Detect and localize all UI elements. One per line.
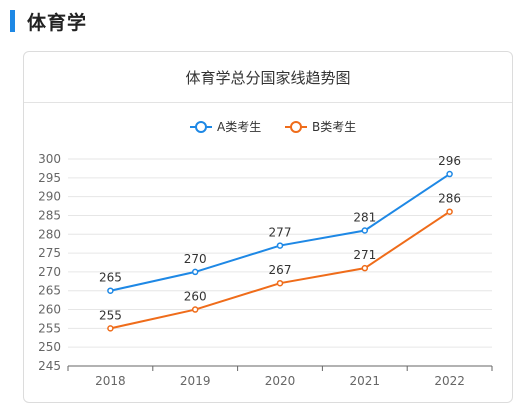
data-label: 271: [353, 248, 376, 262]
y-tick-label: 295: [38, 171, 61, 185]
data-label: 286: [438, 192, 461, 206]
chart-card: 体育学总分国家线趋势图: [23, 51, 513, 403]
data-label: 267: [269, 263, 292, 277]
data-label: 270: [184, 252, 207, 266]
chart-title: 体育学总分国家线趋势图: [185, 68, 351, 87]
data-point[interactable]: [107, 287, 114, 294]
section-title: 体育学: [27, 11, 88, 34]
x-tick-label: 2022: [434, 374, 465, 388]
data-label: 296: [438, 154, 461, 168]
y-tick-label: 255: [38, 321, 61, 335]
legend-label[interactable]: A类考生: [217, 120, 261, 134]
data-point[interactable]: [361, 264, 369, 272]
y-tick-label: 285: [38, 208, 61, 222]
data-point[interactable]: [361, 227, 369, 234]
data-point[interactable]: [191, 306, 199, 313]
data-label: 277: [269, 226, 292, 240]
data-point[interactable]: [446, 208, 453, 215]
y-tick-label: 245: [38, 359, 61, 373]
section-header: 体育学: [10, 8, 87, 34]
x-tick-label: 2018: [95, 374, 126, 388]
legend-label[interactable]: B类考生: [312, 120, 356, 134]
data-point[interactable]: [276, 279, 284, 287]
data-point[interactable]: [191, 268, 199, 276]
x-tick-label: 2019: [180, 374, 211, 388]
data-label: 260: [184, 290, 207, 304]
y-tick-label: 260: [38, 303, 61, 317]
data-label: 255: [99, 308, 122, 322]
legend-marker[interactable]: [195, 121, 207, 133]
x-tick-label: 2021: [350, 374, 381, 388]
data-label: 281: [353, 211, 376, 225]
x-tick-label: 2020: [265, 374, 296, 388]
y-tick-label: 270: [38, 265, 61, 279]
y-tick-label: 290: [38, 190, 61, 204]
accent-bar: [10, 10, 15, 32]
data-point[interactable]: [276, 242, 284, 249]
data-label: 265: [99, 271, 122, 285]
y-tick-label: 300: [38, 152, 61, 166]
y-tick-label: 250: [38, 340, 61, 354]
y-tick-label: 265: [38, 284, 61, 298]
y-tick-label: 280: [38, 227, 61, 241]
data-point[interactable]: [107, 325, 114, 332]
data-point[interactable]: [446, 170, 453, 178]
chart-title-bar: 体育学总分国家线趋势图: [24, 52, 512, 103]
y-tick-label: 275: [38, 246, 61, 260]
legend-marker[interactable]: [290, 121, 302, 133]
